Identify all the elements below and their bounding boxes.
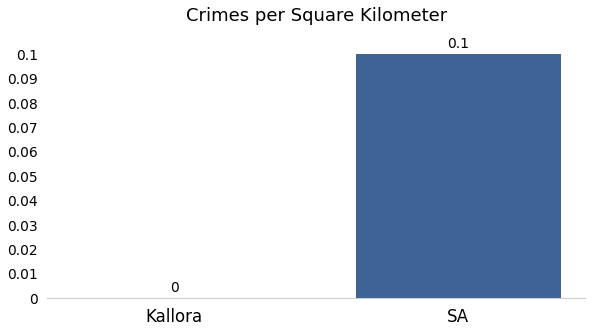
Text: 0.1: 0.1 — [448, 37, 469, 51]
Title: Crimes per Square Kilometer: Crimes per Square Kilometer — [186, 7, 447, 25]
Bar — [356, 54, 561, 298]
Text: 0: 0 — [170, 281, 179, 295]
